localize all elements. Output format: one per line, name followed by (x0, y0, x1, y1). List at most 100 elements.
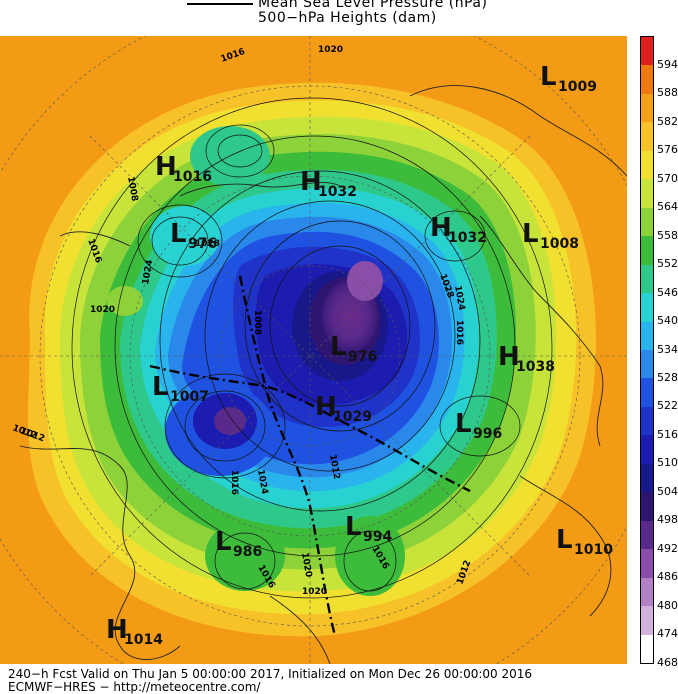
colorbar-level-label: 522 (657, 399, 678, 413)
colorbar-cell (641, 150, 653, 180)
colorbar-cell (641, 179, 653, 209)
high-pressure-letter: H (315, 392, 337, 422)
colorbar-cell (641, 606, 653, 636)
pressure-value-label: 1009 (558, 79, 597, 95)
colorbar-level-label: 474 (657, 627, 678, 641)
w-cyan (150, 206, 220, 266)
isobar-value-label: 1008 (252, 310, 262, 335)
colorbar-level-label: 516 (657, 427, 678, 441)
pressure-value-label: 1032 (448, 230, 487, 246)
high-pressure-letter: H (106, 615, 128, 645)
isobar-value-label: 1024 (141, 259, 155, 285)
trough-left-498 (214, 407, 246, 435)
low-pressure-letter: L (540, 62, 557, 92)
model-source-text: ECMWF−HRES − http://meteocentre.com/ (8, 680, 261, 694)
isobar-value-label: 1020 (302, 587, 327, 597)
low-pressure-letter: L (152, 372, 169, 402)
colorbar-cell (641, 549, 653, 579)
pressure-value-label: 1038 (516, 359, 555, 375)
pressure-value-label: 996 (473, 426, 502, 442)
high-pressure-letter: H (498, 342, 520, 372)
colorbar-level-label: 546 (657, 285, 678, 299)
colorbar-cell (641, 435, 653, 465)
colorbar-cell (641, 520, 653, 550)
pressure-value-label: 994 (363, 529, 392, 545)
low-pressure-letter: L (330, 332, 347, 362)
colorbar-level-label: 480 (657, 598, 678, 612)
forecast-map: L 1009 H 1016 H 1032 L 976 H 1032 L 1008 L 976 H 1038 L 1… (0, 36, 627, 664)
map-legend-header: Mean Sea Level Pressure (hPa) 500−hPa He… (0, 0, 678, 36)
isobar-value-label: 1016 (229, 470, 239, 495)
colorbar-level-label: 582 (657, 114, 678, 128)
colorbar-level-label: 540 (657, 314, 678, 328)
w-green-small (107, 286, 143, 316)
pressure-value-label: 1007 (170, 389, 209, 405)
low-pressure-letter: L (215, 527, 232, 557)
isobar-value-label: 1012 (327, 454, 341, 480)
isobar-value-label: 1024 (452, 285, 466, 311)
pressure-value-label: 1029 (333, 409, 372, 425)
colorbar-level-label: 558 (657, 228, 678, 242)
pressure-value-label: 1010 (574, 542, 613, 558)
colorbar-level-label: 492 (657, 541, 678, 555)
colorbar-cell (641, 264, 653, 294)
colorbar-level-label: 486 (657, 570, 678, 584)
colorbar-cell (641, 65, 653, 95)
colorbar-level-label: 552 (657, 257, 678, 271)
colorbar-level-label: 594 (657, 58, 678, 71)
pressure-value-label: 976 (348, 349, 377, 365)
colorbar-level-label: 570 (657, 171, 678, 185)
colorbar-cell (641, 577, 653, 607)
coastlines (19, 85, 627, 664)
heights-legend-label: 500−hPa Heights (dam) (258, 10, 437, 26)
isobar-value-label: 1020 (90, 305, 115, 315)
colorbar-cell (641, 492, 653, 522)
height-colorbar (640, 36, 654, 664)
colorbar-cell (641, 463, 653, 493)
colorbar-cell (641, 406, 653, 436)
band-486 (347, 261, 383, 301)
colorbar-cell (641, 37, 653, 66)
low-pressure-letter: L (455, 409, 472, 439)
height-contours (71, 97, 553, 599)
isobar-value-label: 1028 (195, 239, 220, 249)
colorbar-cell (641, 321, 653, 351)
mslp-legend-line (187, 3, 253, 5)
high-pressure-letter: H (430, 213, 452, 243)
pressure-value-label: 1014 (124, 632, 163, 648)
pressure-value-label: 1032 (318, 184, 357, 200)
colorbar-cell (641, 122, 653, 152)
sw-green (205, 521, 285, 591)
colorbar-level-label: 498 (657, 513, 678, 527)
isobar-value-label: 1020 (299, 552, 313, 578)
low-pressure-letter: L (522, 219, 539, 249)
colorbar-cell (641, 293, 653, 323)
pressure-value-label: 976 (188, 236, 217, 252)
colorbar-level-label: 576 (657, 143, 678, 157)
colorbar-cell (641, 207, 653, 237)
isobar-value-label: 1024 (255, 469, 269, 495)
isobar-value-label: 1020 (318, 45, 343, 55)
pressure-value-label: 986 (233, 544, 262, 560)
low-pressure-letter: L (556, 525, 573, 555)
pressure-value-label: 1016 (173, 169, 212, 185)
low-pressure-letter: L (345, 512, 362, 542)
map-footer: 240−h Fcst Valid on Thu Jan 5 00:00:00 2… (8, 668, 532, 694)
colorbar-level-label: 534 (657, 342, 678, 356)
colorbar-level-label: 468 (657, 655, 678, 669)
colorbar-level-label: 528 (657, 371, 678, 384)
trough-lines (149, 275, 471, 637)
colorbar-cell (641, 93, 653, 123)
colorbar-cell (641, 236, 653, 266)
isobar-value-label: 1008 (125, 176, 139, 202)
isobar-value-label: 1016 (454, 320, 464, 345)
high-pressure-letter: H (155, 152, 177, 182)
high-pressure-letter: H (300, 167, 322, 197)
s-green (335, 516, 405, 596)
colorbar-cell (641, 634, 653, 664)
colorbar-cell (641, 350, 653, 379)
pressure-value-label: 1008 (540, 236, 579, 252)
colorbar-level-label: 588 (657, 86, 678, 100)
